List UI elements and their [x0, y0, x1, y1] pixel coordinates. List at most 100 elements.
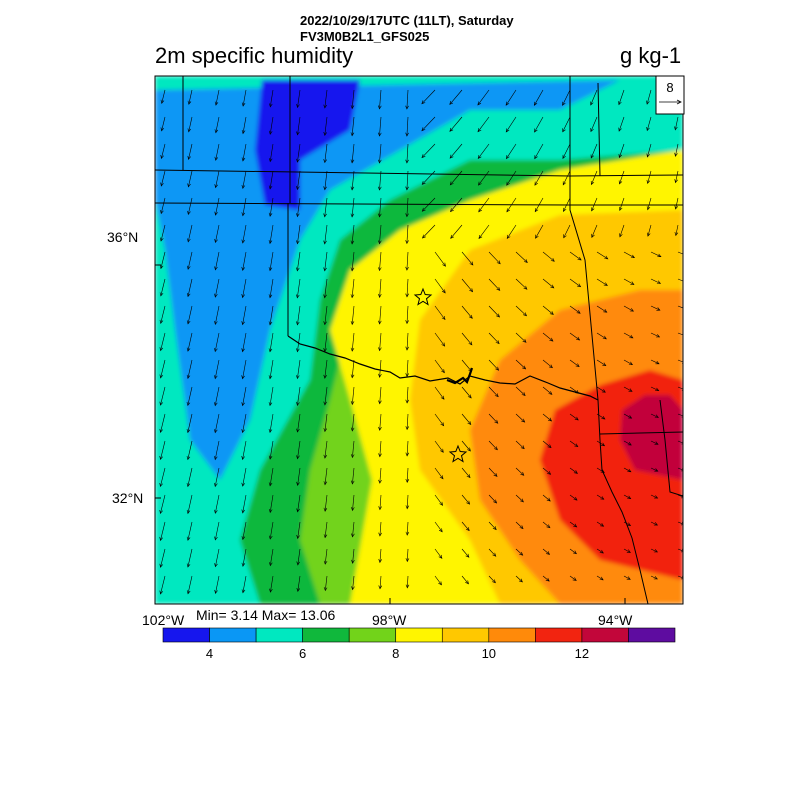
wind-vector [650, 521, 658, 526]
wind-vector [450, 224, 463, 239]
wind-vector-head [449, 127, 454, 132]
wind-vector-head [683, 280, 687, 283]
wind-vector-head [405, 558, 410, 563]
wind-vector [488, 251, 501, 265]
wind-vector-head [467, 421, 472, 426]
wind-vector [488, 305, 500, 318]
wind-vector [379, 440, 382, 457]
wind-vector-head [214, 156, 219, 161]
wind-vector [596, 494, 604, 500]
wind-vector-head [521, 392, 526, 396]
wind-vector [449, 89, 463, 105]
wind-vector [406, 467, 409, 483]
wind-vector [434, 440, 444, 453]
wind-vector [379, 521, 382, 537]
wind-vector-head [296, 321, 300, 326]
wind-vector [269, 494, 274, 513]
wind-vector [478, 224, 490, 239]
wind-vector [569, 305, 581, 314]
wind-vector [434, 548, 443, 559]
wind-vector-head [450, 208, 454, 213]
wind-vector-head [467, 394, 472, 399]
wind-vector-head [495, 366, 500, 371]
wind-vector-head [655, 360, 660, 365]
wind-vector-head [601, 415, 606, 420]
wind-vector-head [477, 154, 482, 159]
wind-vector-head [547, 470, 552, 475]
wind-vector-head [323, 294, 327, 299]
wind-vector-head [519, 551, 524, 556]
wind-vector-head [590, 180, 595, 186]
wind-vector [488, 521, 497, 530]
wind-vector [569, 521, 577, 528]
wind-vector [324, 494, 328, 512]
wind-vector-head [186, 401, 191, 407]
wind-vectors [159, 89, 687, 595]
wind-vector-head [323, 374, 327, 379]
wind-vector-head [323, 401, 327, 406]
wind-vector-head [521, 418, 526, 423]
wind-vector [488, 413, 499, 424]
wind-vector-head [405, 186, 409, 191]
wind-vector-head [599, 576, 604, 581]
wind-vector [534, 143, 544, 159]
lon-label-102w: 102°W [142, 612, 185, 628]
wind-vector [379, 413, 382, 431]
wind-vector [215, 143, 220, 161]
colorbar-swatch [581, 627, 629, 643]
wind-vector-head [269, 103, 273, 108]
wind-vector [569, 494, 578, 501]
wind-vector [406, 413, 409, 430]
wind-vector-head [603, 282, 608, 286]
wind-vector [505, 89, 517, 106]
wind-vector-head [576, 336, 581, 341]
wind-vector [351, 143, 355, 163]
wind-vector-head [351, 559, 355, 564]
wind-vector [488, 575, 496, 584]
wind-vector-head [599, 549, 604, 554]
wind-vector-head [350, 132, 355, 137]
wind-vector [214, 332, 220, 352]
wind-vector-head [241, 348, 245, 353]
wind-vector-head [160, 210, 164, 215]
wind-vector [461, 359, 472, 372]
wind-vector-head [160, 182, 164, 187]
wind-vector [421, 89, 436, 104]
wind-vector [351, 116, 355, 136]
wind-vector [515, 413, 525, 423]
wind-vector-head [619, 233, 623, 238]
wind-vector [623, 521, 631, 526]
wind-vector-head [628, 361, 633, 366]
wind-vector-head [268, 455, 273, 460]
wind-vector [488, 359, 499, 371]
wind-vector [324, 197, 328, 217]
wind-vector [623, 413, 632, 419]
wind-vector [461, 305, 473, 319]
wind-vector [297, 89, 301, 108]
wind-vector [488, 278, 501, 291]
wind-vector [379, 386, 382, 404]
wind-vector-head [214, 320, 218, 325]
wind-vector [214, 386, 220, 406]
wind-vector [160, 251, 166, 269]
wind-vector-head [296, 455, 300, 460]
wind-vector-head [323, 534, 328, 539]
colorbar: 4 6 8 10 12 [162, 627, 676, 661]
wind-vector [488, 332, 500, 344]
colorbar-swatch [302, 627, 350, 643]
wind-vector-head [468, 341, 473, 346]
wind-vector-head [653, 522, 659, 526]
wind-vector-head [523, 312, 528, 317]
wind-vector [506, 170, 517, 186]
wind-vector-head [654, 495, 659, 499]
wind-vector-head [323, 267, 327, 272]
wind-vector [187, 359, 193, 379]
wind-vector-head [241, 455, 245, 461]
wind-vector [297, 359, 301, 379]
wind-vector [379, 305, 382, 324]
wind-vector-head [350, 159, 355, 164]
wind-vector-head [378, 453, 382, 458]
wind-vector-head [492, 579, 496, 584]
wind-vector-head [241, 212, 246, 217]
wind-vector-head [378, 532, 382, 537]
